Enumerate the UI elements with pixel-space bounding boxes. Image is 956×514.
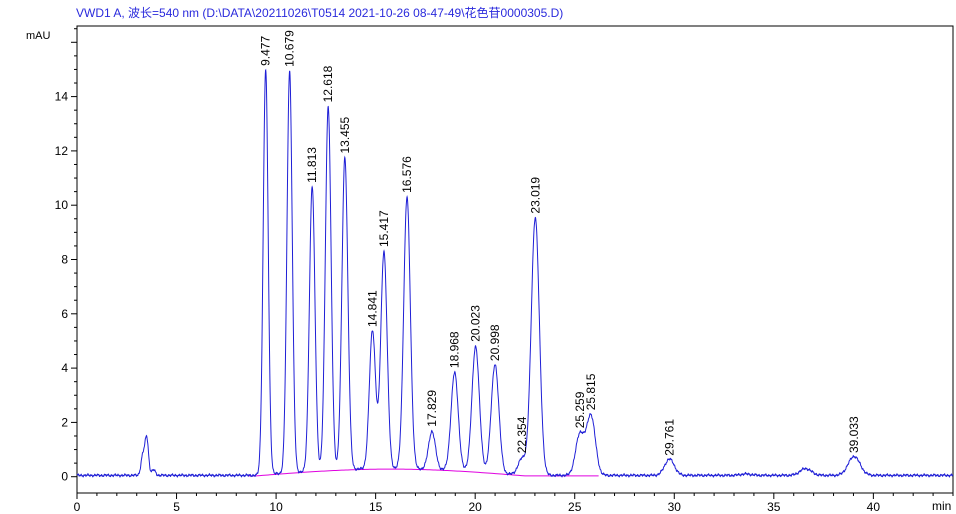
- baseline-line: [248, 468, 599, 477]
- x-tick-label: 10: [269, 500, 283, 514]
- peak-label: 18.968: [448, 331, 462, 368]
- x-tick-label: 0: [74, 500, 81, 514]
- peak-label: 23.019: [528, 177, 542, 214]
- peak-label: 22.354: [515, 416, 529, 453]
- y-tick-label: 6: [61, 307, 68, 321]
- x-tick-label: 15: [369, 500, 383, 514]
- peak-label: 10.679: [283, 30, 297, 67]
- y-tick-label: 10: [55, 198, 69, 212]
- y-tick-label: 14: [55, 90, 69, 104]
- x-tick-label: 40: [867, 500, 881, 514]
- peak-label: 13.455: [338, 116, 352, 153]
- signal-trace: [76, 68, 954, 478]
- x-tick-label: 20: [469, 500, 483, 514]
- y-tick-label: 0: [61, 470, 68, 484]
- peak-label: 20.023: [469, 305, 483, 342]
- peak-label: 14.841: [366, 290, 380, 327]
- x-tick-label: 30: [668, 500, 682, 514]
- peak-label: 11.813: [305, 147, 319, 183]
- peak-label: 25.815: [584, 373, 598, 410]
- x-tick-label: 25: [568, 500, 582, 514]
- peak-label: 20.998: [488, 324, 502, 361]
- peak-label: 12.618: [321, 65, 335, 102]
- x-tick-label: 35: [767, 500, 781, 514]
- peak-label: 9.477: [259, 36, 273, 66]
- y-tick-label: 12: [55, 144, 69, 158]
- x-tick-label: 5: [173, 500, 180, 514]
- y-tick-label: 8: [61, 253, 68, 267]
- y-axis: 0 2 4 6 8 10 12 14: [55, 28, 77, 484]
- x-axis: 0 5 10 15 20 25 30 35 40: [74, 493, 954, 514]
- peak-label: 29.761: [663, 419, 677, 456]
- chart-title: VWD1 A, 波长=540 nm (D:\DATA\20211026\T051…: [76, 5, 563, 20]
- integration-baseline: [248, 468, 599, 477]
- y-axis-unit: mAU: [26, 30, 51, 42]
- peak-label: 15.417: [377, 210, 391, 247]
- peak-label: 16.576: [400, 156, 414, 193]
- y-tick-label: 4: [61, 361, 68, 375]
- x-axis-unit: min: [932, 499, 951, 513]
- peak-label: 39.033: [847, 416, 861, 453]
- peak-label: 25.259: [573, 391, 587, 428]
- peak-label: 17.829: [425, 390, 439, 427]
- signal-line: [76, 68, 954, 478]
- y-tick-label: 2: [61, 415, 68, 429]
